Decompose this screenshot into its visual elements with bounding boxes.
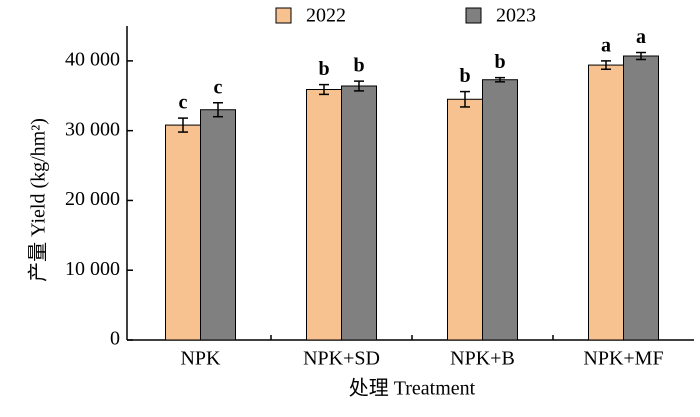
y-tick-label: 40 000 — [65, 48, 120, 70]
x-tick-label: NPK+SD — [303, 348, 380, 370]
x-tick-label: NPK+MF — [583, 348, 663, 370]
bar — [482, 79, 518, 341]
bar — [165, 124, 201, 341]
significance-letter: a — [601, 34, 611, 56]
y-axis-label: 产量 Yield (kg/hm²) — [27, 118, 50, 282]
bar — [623, 55, 659, 341]
bar — [200, 109, 236, 341]
significance-letter: b — [353, 55, 364, 77]
bar — [447, 98, 483, 341]
error-bar — [213, 102, 223, 118]
legend-swatch — [275, 7, 292, 24]
error-bar — [495, 76, 505, 83]
error-bar — [601, 60, 611, 71]
y-tick-label: 0 — [110, 328, 120, 350]
bar — [588, 64, 624, 341]
y-tick-label: 10 000 — [65, 258, 120, 280]
y-tick-label: 30 000 — [65, 118, 120, 140]
significance-letter: c — [179, 92, 188, 114]
significance-letter: b — [494, 51, 505, 73]
legend-label: 2023 — [496, 5, 536, 27]
significance-letter: c — [214, 76, 223, 98]
bar — [306, 88, 342, 341]
significance-letter: b — [459, 65, 470, 87]
error-bar — [319, 83, 329, 96]
significance-letter: b — [318, 58, 329, 80]
x-axis-label: 处理 Treatment — [349, 377, 476, 400]
error-bar — [178, 117, 188, 133]
error-bar — [354, 80, 364, 92]
error-bar — [460, 90, 470, 108]
x-tick-label: NPK — [180, 348, 221, 370]
significance-letter: a — [636, 26, 646, 48]
legend-label: 2022 — [306, 5, 346, 27]
x-tick-label: NPK+B — [450, 348, 515, 370]
legend-swatch — [465, 7, 482, 24]
error-bar — [636, 51, 646, 61]
bar — [341, 85, 377, 341]
y-tick-label: 20 000 — [65, 188, 120, 210]
